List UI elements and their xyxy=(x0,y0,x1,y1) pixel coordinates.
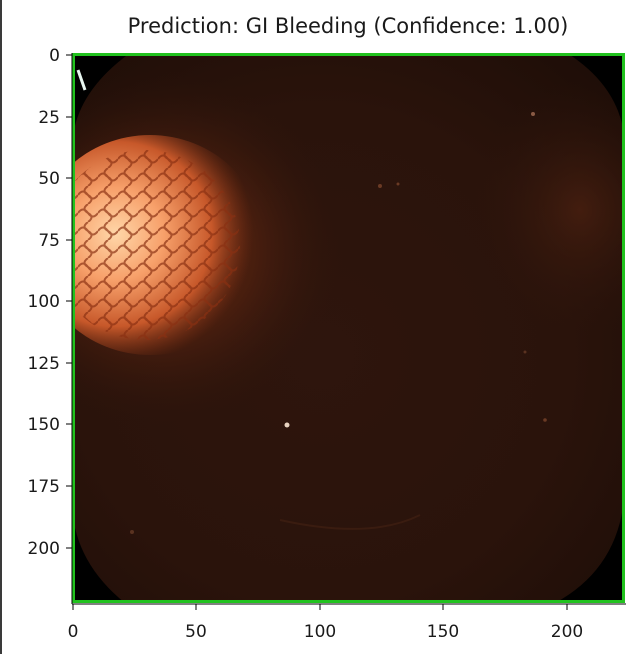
endoscopy-image xyxy=(72,53,625,603)
y-tick-label: 75 xyxy=(38,231,60,251)
y-tick-label: 175 xyxy=(28,477,60,497)
x-tick-label: 50 xyxy=(185,622,207,642)
y-tick-label: 150 xyxy=(28,415,60,435)
window-left-edge xyxy=(0,0,2,654)
x-axis: 0 50 100 150 200 xyxy=(68,604,583,642)
y-tick-label: 0 xyxy=(49,46,60,66)
y-tick-label: 25 xyxy=(38,108,60,128)
y-tick-label: 50 xyxy=(38,169,60,189)
corner-glare xyxy=(76,69,87,91)
plot-title: Prediction: GI Bleeding (Confidence: 1.0… xyxy=(127,14,569,38)
y-tick-label: 125 xyxy=(28,354,60,374)
x-tick-label: 200 xyxy=(551,622,583,642)
x-tick-label: 0 xyxy=(68,622,79,642)
y-axis: 0 25 50 75 100 125 150 175 200 xyxy=(28,46,72,559)
y-tick-label: 100 xyxy=(28,292,60,312)
x-tick-label: 150 xyxy=(427,622,459,642)
x-tick-label: 100 xyxy=(304,622,336,642)
image-border xyxy=(72,53,625,603)
y-tick-label: 200 xyxy=(28,539,60,559)
